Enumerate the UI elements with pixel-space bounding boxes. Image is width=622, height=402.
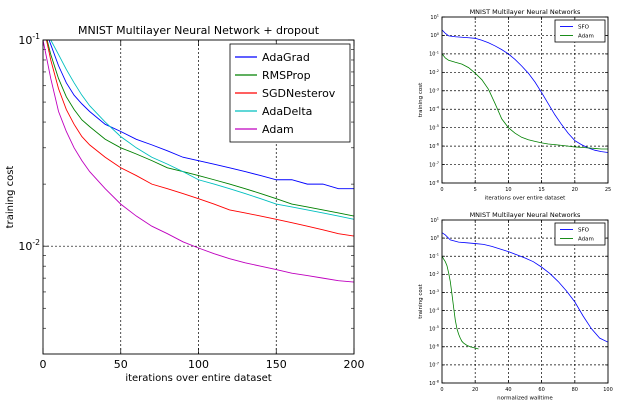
legend-label: AdaGrad	[262, 51, 310, 64]
legend-box	[554, 19, 606, 43]
x-axis-label: normalized walltime	[497, 396, 553, 402]
x-tick-label: 50	[114, 358, 128, 371]
x-tick-label: 0	[440, 387, 443, 393]
series-line-adagrad	[48, 40, 354, 190]
y-axis-label: training cost	[418, 283, 424, 318]
y-tick-label: 10-4	[429, 106, 440, 113]
bottom-right-chart: 0 20 40 60 80 100 101 100 10-1 10-2 10-3 10-4 10-5 10…	[418, 211, 613, 402]
x-tick-label: 15	[538, 187, 544, 193]
chart-title: MNIST Multilayer Neural Networks	[470, 211, 581, 219]
y-tick-label: 100	[430, 235, 439, 242]
x-tick-label: 80	[572, 387, 578, 393]
x-tick-label: 40	[505, 387, 511, 393]
y-tick-label: 10-5	[429, 325, 439, 332]
legend-label: AdaDelta	[262, 105, 312, 118]
y-tick-label: 10-2	[429, 271, 439, 278]
y-tick-label: 10-6	[429, 143, 439, 150]
plot-frame	[441, 16, 609, 184]
y-tick-label: 10-1	[429, 50, 439, 57]
series-line-adam	[442, 53, 608, 150]
y-tick-label: 10-1	[18, 32, 40, 47]
legend-label: SFO	[578, 227, 590, 233]
legend-label: Adam	[262, 123, 294, 136]
series-line-adam	[442, 256, 479, 350]
y-tick-label: 10-2	[18, 238, 40, 253]
main-chart: 0 50 100 150 200 10-1 10-2 MNIST Multilayer Neu…	[5, 24, 365, 384]
y-tick-label: 101	[430, 217, 439, 224]
y-tick-label: 10-8	[429, 180, 439, 187]
chart-title: MNIST Multilayer Neural Networks	[470, 8, 581, 16]
x-tick-label: 150	[266, 358, 287, 371]
y-tick-label: 10-6	[429, 343, 439, 350]
y-tick-label: 10-3	[429, 87, 439, 94]
x-axis-label: iterations over entire dataset	[125, 373, 271, 384]
x-tick-label: 60	[538, 387, 544, 393]
series-line-sfo	[442, 29, 608, 153]
top-right-chart: 0 5 10 15 20 25 101 100 10-1 10-2 10-3 10-4 10-5 10-6…	[418, 8, 611, 202]
x-tick-label: 20	[572, 187, 578, 193]
legend-label: RMSProp	[262, 69, 311, 82]
x-tick-label: 0	[440, 187, 443, 193]
legend-box	[554, 222, 606, 246]
plot-frame	[42, 39, 355, 355]
x-tick-label: 0	[40, 358, 47, 371]
y-axis-label: training cost	[5, 166, 16, 229]
x-tick-label: 200	[344, 358, 365, 371]
y-tick-label: 10-7	[429, 361, 439, 368]
plot-frame	[441, 219, 609, 384]
x-tick-label: 100	[188, 358, 209, 371]
series-line-adam	[43, 40, 354, 283]
series-line-adadelta	[50, 40, 354, 220]
y-tick-label: 100	[430, 32, 439, 39]
y-tick-label: 10-8	[429, 380, 439, 387]
chart-title: MNIST Multilayer Neural Network + dropou…	[78, 24, 320, 37]
x-tick-label: 100	[603, 387, 613, 393]
x-tick-label: 5	[474, 187, 477, 193]
series-line-sfo	[442, 232, 608, 343]
legend-label: Adam	[578, 236, 594, 242]
y-tick-label: 10-2	[429, 69, 439, 76]
y-tick-label: 10-3	[429, 289, 439, 296]
series-line-rmsprop	[46, 40, 354, 217]
x-tick-label: 10	[505, 187, 511, 193]
y-tick-label: 101	[430, 14, 439, 21]
y-tick-label: 10-5	[429, 124, 439, 131]
y-tick-label: 10-7	[429, 161, 439, 168]
x-tick-label: 20	[472, 387, 478, 393]
y-axis-label: training cost	[418, 82, 424, 117]
legend-label: Adam	[578, 33, 594, 39]
legend-label: SFO	[578, 24, 590, 30]
x-tick-label: 25	[605, 187, 611, 193]
series-line-sgdnesterov	[46, 40, 354, 237]
y-tick-label: 10-1	[429, 253, 439, 260]
x-axis-label: iterations over entire dataset	[485, 196, 566, 202]
y-tick-label: 10-4	[429, 307, 440, 314]
legend-label: SGDNesterov	[262, 87, 336, 100]
